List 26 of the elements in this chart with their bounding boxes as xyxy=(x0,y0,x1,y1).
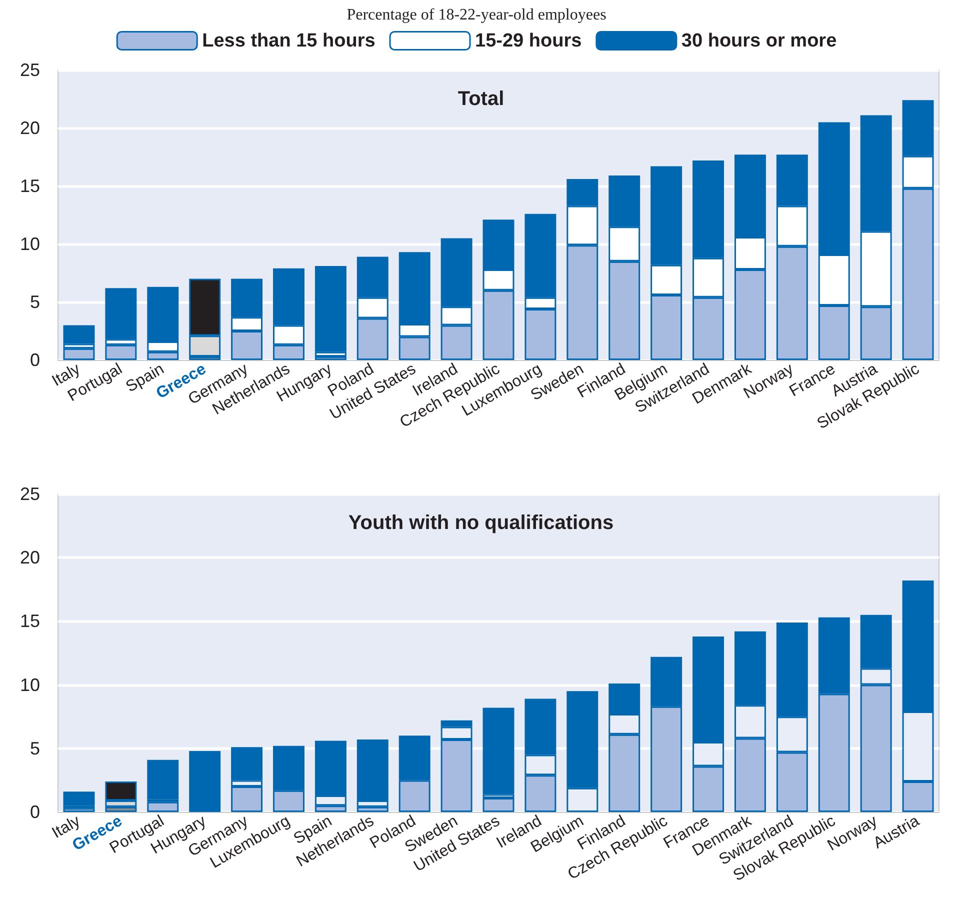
legend-label: Less than 15 hours xyxy=(202,30,376,52)
y-axis-title: Percentage of 18-22-year-old employees xyxy=(346,6,606,24)
legend-label: 30 hours or more xyxy=(681,30,837,52)
y-tick-label: 5 xyxy=(30,738,40,758)
y-tick-label: 0 xyxy=(30,350,40,370)
y-tick-label: 20 xyxy=(20,118,40,138)
y-tick-label: 15 xyxy=(20,176,40,196)
y-tick-label: 10 xyxy=(20,234,40,254)
bar xyxy=(147,760,179,800)
y-tick-label: 0 xyxy=(30,802,40,822)
bar xyxy=(63,808,95,812)
bar xyxy=(63,792,95,806)
bar xyxy=(189,750,221,812)
y-tick-label: 25 xyxy=(20,484,40,504)
bar xyxy=(147,802,179,812)
text: Youth with no qualifications xyxy=(348,512,614,534)
y-tick-label: 25 xyxy=(20,60,40,80)
bar xyxy=(63,348,95,360)
bar xyxy=(482,798,514,812)
legend-label: 15-29 hours xyxy=(475,30,582,52)
bar xyxy=(482,708,514,794)
y-tick-label: 10 xyxy=(20,674,40,695)
y-tick-label: 20 xyxy=(20,548,40,568)
text: Total xyxy=(458,88,504,110)
y-tick-label: 5 xyxy=(30,292,40,312)
y-tick-label: 15 xyxy=(20,611,40,632)
